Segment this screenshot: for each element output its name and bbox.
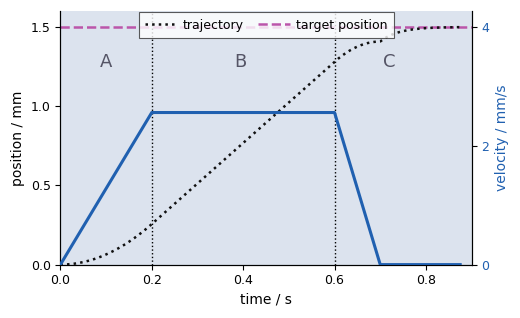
Text: C: C bbox=[383, 53, 396, 71]
Text: A: A bbox=[100, 53, 112, 71]
Text: B: B bbox=[235, 53, 247, 71]
Y-axis label: position / mm: position / mm bbox=[11, 90, 25, 185]
X-axis label: time / s: time / s bbox=[240, 293, 292, 307]
Y-axis label: velocity / mm/s: velocity / mm/s bbox=[495, 85, 509, 191]
Legend: trajectory, target position: trajectory, target position bbox=[138, 12, 394, 38]
